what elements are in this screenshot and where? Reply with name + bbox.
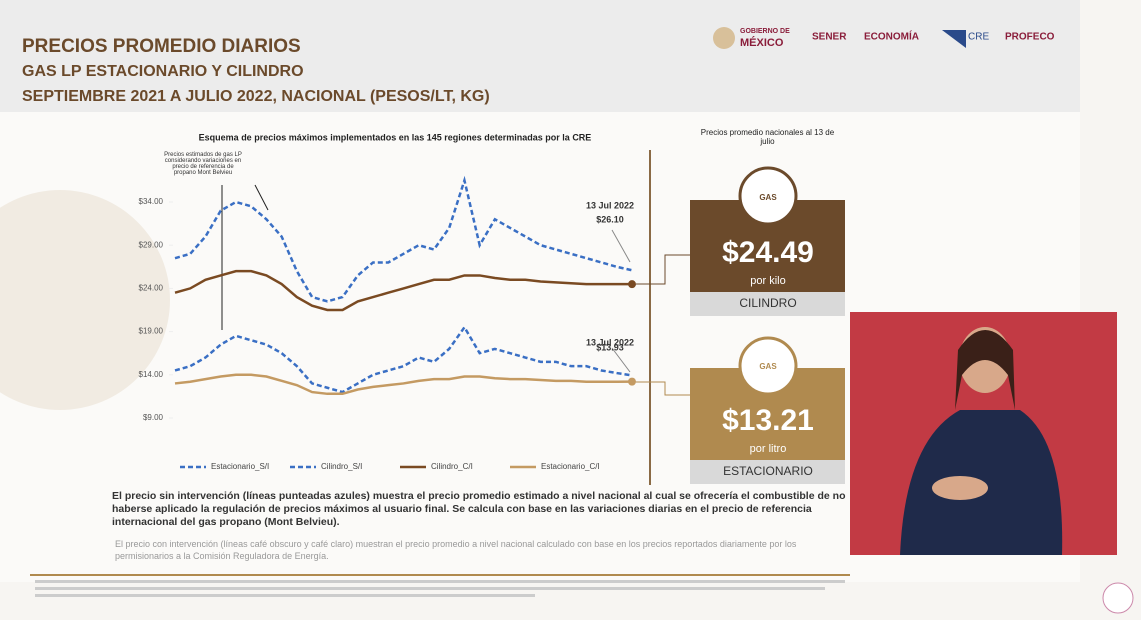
annotation-arrow [611,229,631,263]
annotation-arrow [254,184,269,211]
panel-heading: Precios promedio nacionales al 13 de jul… [700,128,835,146]
footnote-text [35,587,825,590]
note: El precio sin intervención (líneas punte… [112,490,846,528]
series-line [174,324,633,394]
estacionario-icon [738,336,798,396]
end-marker [628,377,636,386]
annotation-arrow [611,347,631,373]
connector [636,381,690,396]
interpreter-hair [955,330,1015,410]
logo: MÉXICO [740,36,784,49]
unit: por litro [750,443,787,455]
estacionario-label-band [690,460,845,484]
icon-label: GAS [759,193,777,202]
footnote-text [35,580,845,583]
logo: GOBIERNO DE [740,28,790,35]
legend-label: Estacionario_C/I [541,462,600,471]
title: PRECIOS PROMEDIO DIARIOS [22,36,301,57]
interpreter-hands [932,476,988,500]
chart-title: Esquema de precios máximos implementados… [199,132,592,142]
icon-label: GAS [759,362,777,371]
price: $13.21 [722,404,814,437]
y-tick-label: $14.00 [139,370,164,379]
y-tick-label: $29.00 [139,240,164,249]
logo: ECONOMÍA [864,30,919,43]
legend-label: Estacionario_S/I [211,462,269,471]
cilindro-label-band [690,292,845,316]
end-label-date: 13 Jul 2022 [586,200,634,210]
note: El precio con intervención (líneas café … [115,539,797,561]
logo: CRE [968,32,989,43]
y-tick-label: $24.00 [139,284,164,293]
series-line [174,269,633,312]
logo-mark [942,30,966,48]
bg-ornament [0,190,170,410]
y-tick-label: $9.00 [143,413,164,422]
label: CILINDRO [739,296,796,310]
end-label-date: 13 Jul 2022 [586,337,634,347]
annotation: Precios estimados de gas LP considerando… [164,152,242,176]
logo: SENER [812,32,847,43]
series-line [174,373,633,396]
footer-rule [30,574,850,576]
end-label-price: $13.93 [596,342,624,352]
footnote-text [35,594,535,597]
logo-emblem [713,27,735,49]
header-band [0,0,1080,112]
price: $24.49 [722,236,814,269]
cilindro-icon [738,166,798,226]
y-tick-label: $34.00 [139,197,164,206]
end-label-price: $26.10 [596,214,624,224]
subtitle: GAS LP ESTACIONARIO Y CILINDRO [22,63,304,80]
legend-label: Cilindro_S/I [321,462,362,471]
connector [636,254,690,285]
series-line [174,175,633,303]
end-marker [628,280,636,289]
unit: por kilo [750,275,785,287]
logo: PROFECO [1005,32,1055,43]
period: SEPTIEMBRE 2021 A JULIO 2022, NACIONAL (… [22,88,490,105]
label: ESTACIONARIO [723,464,813,478]
legend-label: Cilindro_C/I [431,462,473,471]
y-tick-label: $19.00 [139,327,164,336]
